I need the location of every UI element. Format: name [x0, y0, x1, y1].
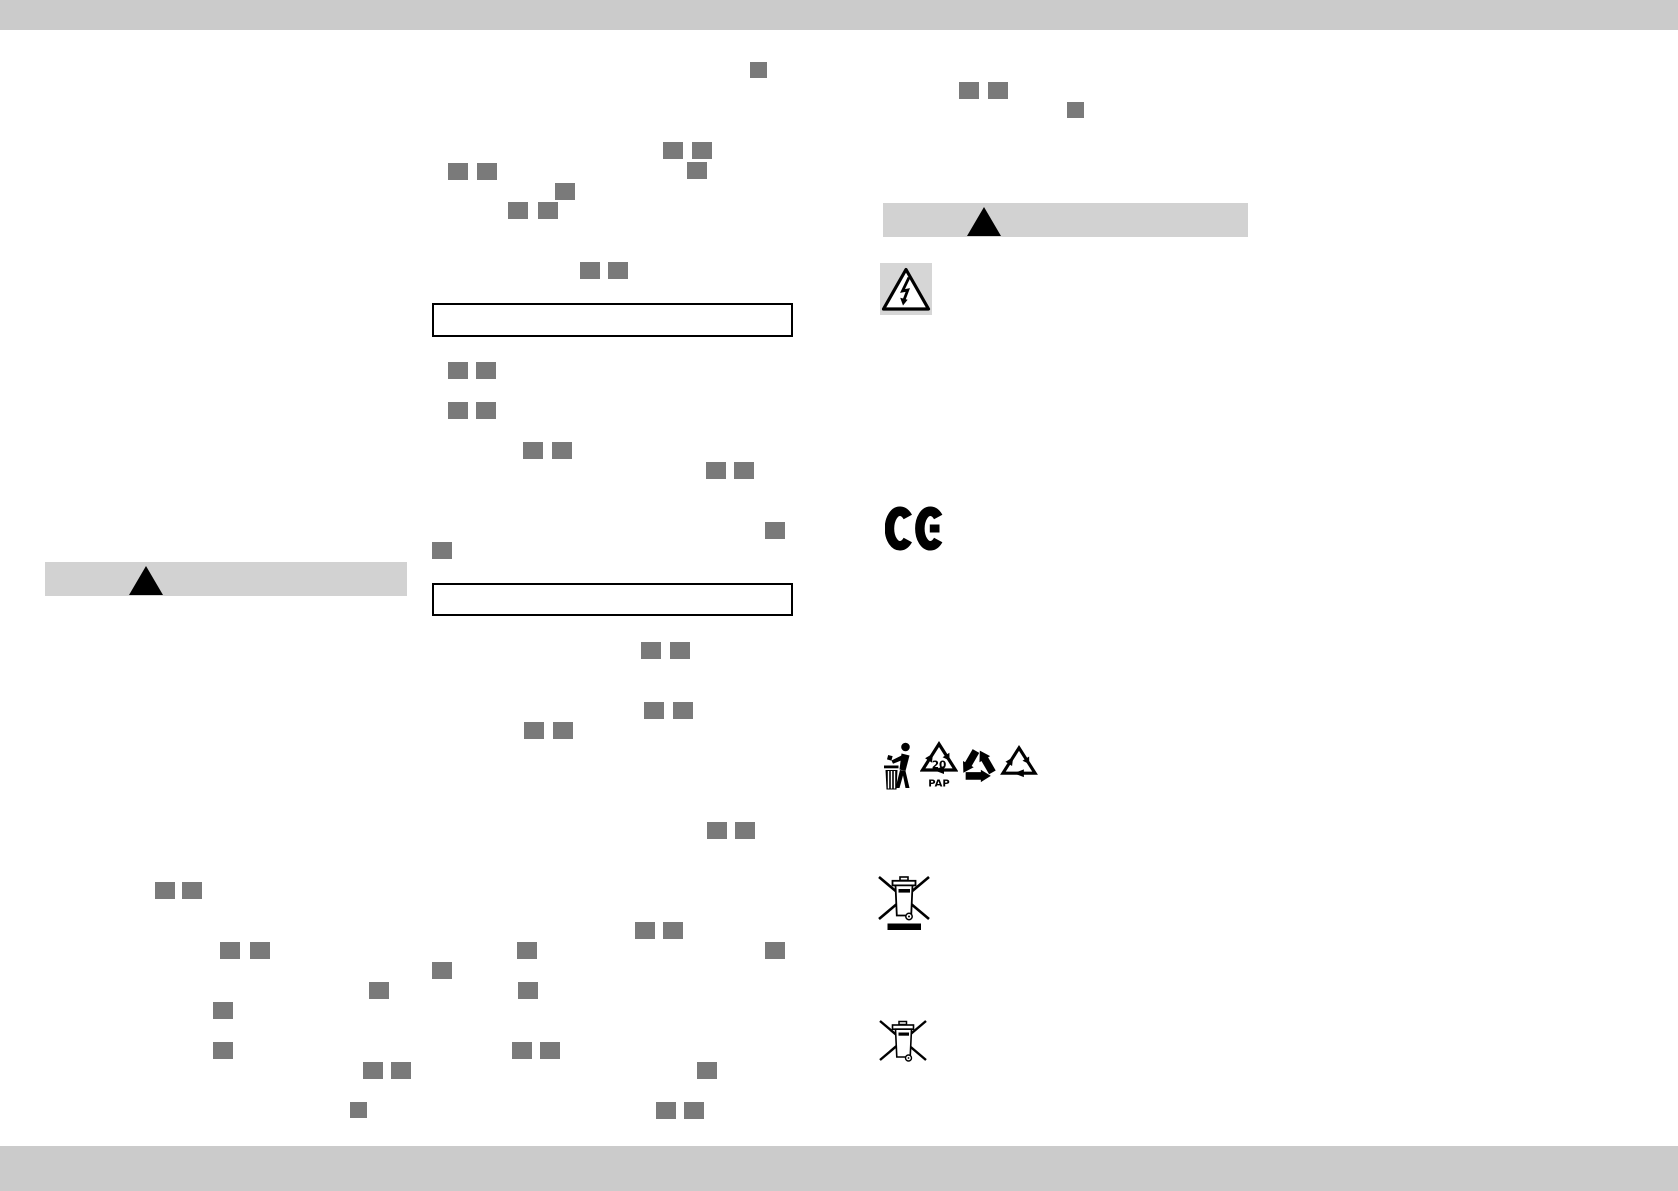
placeholder-square	[765, 942, 785, 959]
recycling-arrows-solid-graphic	[963, 749, 996, 783]
placeholder-square	[538, 202, 558, 219]
placeholder-square	[524, 722, 544, 739]
warning-triangle-icon	[967, 207, 1001, 236]
placeholder-square	[692, 142, 712, 159]
placeholder-square	[250, 942, 270, 959]
placeholder-square	[555, 183, 575, 200]
weee-bar	[887, 923, 921, 930]
placeholder-square	[684, 1102, 704, 1119]
pap-material-text: PAP	[928, 779, 949, 790]
ce-mark-graphic	[885, 506, 943, 551]
placeholder-square	[363, 1062, 383, 1079]
placeholder-square	[687, 162, 707, 179]
placeholder-square	[155, 882, 175, 899]
placeholder-square	[765, 522, 785, 539]
placeholder-square	[448, 163, 468, 180]
placeholder-square	[663, 142, 683, 159]
recycling-arrows-outline-icon	[999, 743, 1039, 782]
placeholder-square	[750, 62, 767, 78]
placeholder-square	[448, 362, 468, 379]
placeholder-square	[608, 262, 628, 279]
weee-crossed-bin-icon	[876, 872, 932, 931]
placeholder-square	[369, 982, 389, 999]
placeholder-square	[670, 642, 690, 659]
placeholder-square	[580, 262, 600, 279]
placeholder-square	[706, 462, 726, 479]
pap-recycling-icon: 20 PAP	[920, 740, 958, 789]
warning-header-left	[45, 562, 407, 596]
placeholder-square	[477, 163, 497, 180]
placeholder-square	[432, 962, 452, 979]
placeholder-square	[735, 822, 755, 839]
ce-mark: CE	[885, 505, 945, 552]
placeholder-square	[697, 1062, 717, 1079]
placeholder-square	[517, 942, 537, 959]
top-chrome-bar	[0, 0, 1678, 30]
battery-crossed-bin-graphic	[879, 1020, 927, 1062]
high-voltage-warning-graphic	[880, 263, 932, 315]
placeholder-square	[213, 1042, 233, 1059]
recycling-arrows-outline-graphic	[1000, 744, 1038, 778]
weee-crossed-bin-graphic	[878, 876, 930, 930]
placeholder-square	[350, 1102, 367, 1118]
placeholder-square	[552, 442, 572, 459]
placeholder-square	[644, 702, 664, 719]
placeholder-square	[663, 922, 683, 939]
placeholder-square	[182, 882, 202, 899]
warning-triangle-icon	[129, 566, 163, 595]
tidyman-icon	[882, 742, 918, 791]
high-voltage-warning-icon	[880, 263, 932, 315]
placeholder-square	[553, 722, 573, 739]
placeholder-square	[213, 1002, 233, 1019]
placeholder-square	[635, 922, 655, 939]
placeholder-square	[476, 402, 496, 419]
placeholder-square	[523, 442, 543, 459]
placeholder-square	[220, 942, 240, 959]
placeholder-square	[518, 982, 538, 999]
placeholder-square	[540, 1042, 560, 1059]
tidyman-graphic	[884, 742, 910, 790]
note-box-top	[432, 303, 793, 337]
placeholder-square	[656, 1102, 676, 1119]
warning-header-right	[883, 203, 1248, 237]
placeholder-square	[508, 202, 528, 219]
pap-code-text: 20	[932, 760, 947, 772]
note-box-bottom	[432, 583, 793, 616]
placeholder-square	[512, 1042, 532, 1059]
placeholder-square	[391, 1062, 411, 1079]
recycling-arrows-solid-icon	[959, 745, 997, 785]
placeholder-square	[959, 82, 979, 99]
placeholder-square	[476, 362, 496, 379]
placeholder-square	[707, 822, 727, 839]
placeholder-square	[448, 402, 468, 419]
pap-recycling-graphic: 20 PAP	[920, 741, 958, 790]
placeholder-square	[641, 642, 661, 659]
placeholder-square	[1067, 102, 1084, 118]
placeholder-square	[734, 462, 754, 479]
placeholder-square	[673, 702, 693, 719]
bottom-chrome-bar	[0, 1146, 1678, 1191]
placeholder-square	[432, 542, 452, 559]
battery-crossed-bin-icon	[878, 1017, 928, 1064]
placeholder-square	[988, 82, 1008, 99]
